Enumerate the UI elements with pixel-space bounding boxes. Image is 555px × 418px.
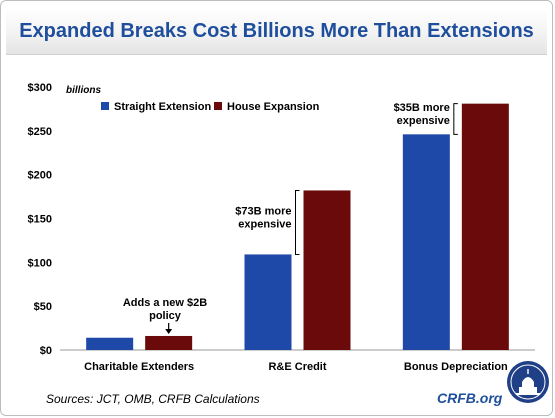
y-tick-label: $50 — [34, 301, 52, 313]
y-tick-label: $200 — [28, 170, 52, 182]
legend-swatch — [101, 102, 109, 110]
crfb-capitol-logo — [507, 361, 549, 403]
chart-bars — [86, 103, 509, 350]
annotation-text: Adds a new $2B — [123, 297, 207, 309]
legend-label: Straight Extension — [114, 101, 211, 113]
chart-legend: Straight Extension House Expansion — [101, 101, 320, 113]
y-tick-label: $150 — [28, 214, 52, 226]
annotation-arrowhead — [165, 328, 173, 334]
annotation-bracket — [453, 103, 458, 135]
chart-axes: $0 $50 $100 $150 $200 $250 $300 billions — [28, 82, 535, 357]
brand-link[interactable]: CRFB.org — [437, 390, 503, 406]
annotation-text: $35B more — [394, 102, 450, 114]
annotation-text: policy — [149, 310, 182, 322]
legend-label: House Expansion — [227, 101, 320, 113]
bar-house-expansion — [145, 335, 193, 350]
category-label: Charitable Extenders — [84, 361, 194, 373]
annotation-text: $73B more — [235, 205, 291, 217]
chart-labels: Charitable Extenders R&E Credit Bonus Depr… — [84, 361, 508, 373]
y-tick-label: $100 — [28, 257, 52, 269]
bar-straight-extension — [244, 254, 292, 350]
legend-swatch — [214, 102, 222, 110]
source-note: Sources: JCT, OMB, CRFB Calculations — [46, 392, 260, 406]
annotation-text: expensive — [397, 115, 450, 127]
y-tick-label: $250 — [28, 126, 52, 138]
y-tick-label: $300 — [28, 82, 52, 94]
category-label: Bonus Depreciation — [404, 361, 508, 373]
chart-title: Expanded Breaks Cost Billions More Than … — [19, 19, 534, 42]
title-band: Expanded Breaks Cost Billions More Than … — [6, 8, 547, 55]
annotation-bracket — [295, 189, 300, 255]
unit-label: billions — [66, 85, 101, 96]
annotation-text: expensive — [238, 218, 291, 230]
bar-straight-extension — [86, 337, 134, 350]
bar-house-expansion — [303, 190, 351, 350]
y-tick-label: $0 — [40, 345, 52, 357]
bar-house-expansion — [461, 103, 509, 350]
category-label: R&E Credit — [268, 361, 326, 373]
bar-straight-extension — [402, 134, 450, 350]
